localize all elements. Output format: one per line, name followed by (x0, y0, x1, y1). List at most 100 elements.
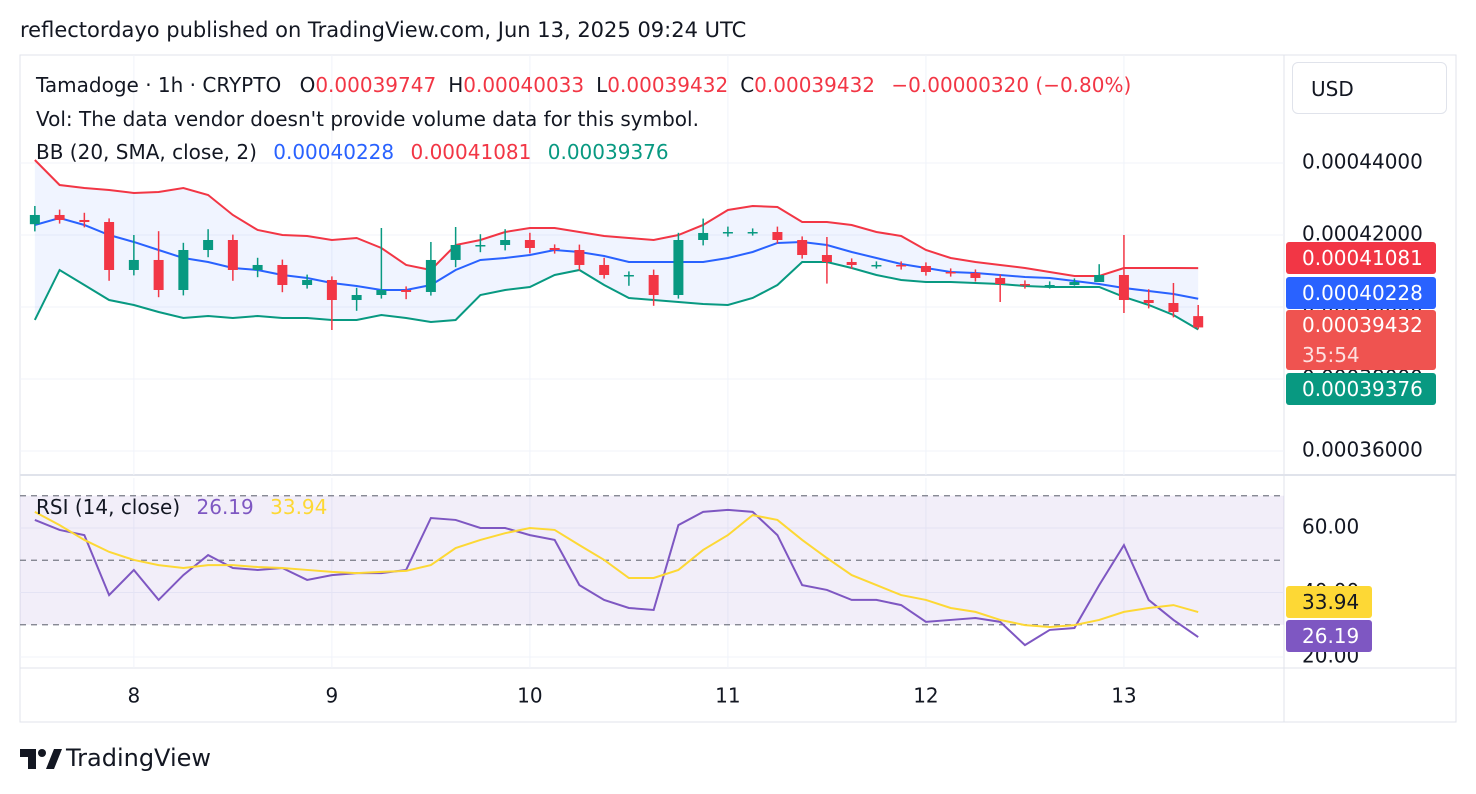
candle-body (1118, 274, 1129, 301)
volume-note: Vol: The data vendor doesn't provide vol… (36, 107, 699, 131)
candle-body (995, 277, 1006, 284)
series-line (34, 159, 1199, 277)
candle-body (401, 290, 412, 292)
candle-body (970, 273, 981, 278)
candle-body (1094, 274, 1105, 283)
candle-body (673, 239, 684, 296)
candle-body (1143, 300, 1154, 303)
candle-body (227, 239, 238, 270)
bb-basis-value: 0.00040228 (273, 140, 395, 164)
candle-body (128, 259, 139, 270)
candle-body (450, 245, 461, 260)
tradingview-logo (20, 749, 62, 769)
candle-body (302, 279, 313, 285)
rsi-badge: 26.19 (1286, 620, 1372, 652)
last-price-badge: 0.00039432 35:54 (1286, 310, 1436, 370)
candle-body (599, 264, 610, 275)
candle-body (500, 239, 511, 246)
ohlc-label: O (299, 73, 316, 97)
y-tick-label: 0.00044000 (1302, 149, 1423, 173)
candle-body (821, 255, 832, 262)
candle-body (698, 232, 709, 240)
y-tick-label: 0.00036000 (1302, 437, 1423, 461)
candle-body (376, 290, 387, 296)
candle-body (425, 259, 436, 292)
bb-lower-value: 0.00039376 (547, 140, 669, 164)
footer-brand: TradingView (65, 744, 211, 772)
candle-body (871, 264, 882, 267)
candle-body (29, 214, 40, 225)
rsi-ma-badge: 33.94 (1286, 586, 1372, 618)
price-pane: 0.000360000.000380000.000400000.00042000… (20, 55, 1423, 475)
x-tick-label: 11 (715, 684, 740, 708)
candle-body (722, 232, 733, 234)
last-price: 0.00039432 (1302, 313, 1423, 337)
symbol-title: Tamadoge · 1h · CRYPTO (36, 73, 282, 97)
y-tick-label: 0.00042000 (1302, 221, 1423, 245)
ohlc-label: L (596, 73, 608, 97)
publish-header: reflectordayo published on TradingView.c… (20, 18, 747, 42)
candle-body (1193, 316, 1204, 328)
candle-body (797, 239, 808, 256)
candle-body (104, 221, 115, 270)
candle-body (252, 264, 263, 270)
rsi-legend: RSI (14, close) 26.19 33.94 (36, 495, 327, 519)
currency-button[interactable]: USD (1292, 62, 1447, 114)
candle-body (747, 232, 758, 234)
candle-body (1069, 282, 1080, 285)
candle-body (1019, 283, 1030, 286)
candle-body (846, 261, 857, 265)
candle-body (54, 214, 65, 220)
candle-body (326, 279, 337, 301)
candle-body (549, 247, 560, 251)
bb-lower-badge: 0.00039376 (1286, 373, 1436, 405)
series-line (33, 260, 1199, 331)
candle-body (920, 265, 931, 273)
candle-body (475, 245, 486, 247)
candle-body (277, 264, 288, 285)
candle-body (945, 272, 956, 274)
x-tick-label: 8 (127, 684, 140, 708)
candle-body (574, 250, 585, 265)
candle-body (896, 264, 907, 267)
candle-body (623, 274, 634, 277)
bb-legend: BB (20, SMA, close, 2) 0.00040228 0.0004… (36, 140, 669, 164)
price-change: −0.00000320 (−0.80%) (891, 73, 1132, 97)
bb-title: BB (20, SMA, close, 2) (36, 140, 257, 164)
ohlc-label: C (740, 73, 755, 97)
symbol-legend: Tamadoge · 1h · CRYPTO O0.00039747 H0.000… (36, 73, 1131, 97)
candle-body (1044, 284, 1055, 287)
x-tick-label: 13 (1111, 684, 1136, 708)
ohlc-value: 0.00039747 (315, 73, 437, 97)
x-tick-label: 9 (326, 684, 339, 708)
candle-body (648, 274, 659, 296)
candle-body (351, 295, 362, 301)
rsi-title: RSI (14, close) (36, 495, 181, 519)
bb-basis-badge: 0.00040228 (1286, 277, 1436, 309)
rsi-ma-value: 33.94 (270, 495, 328, 519)
ohlc-value: 0.00039432 (607, 73, 729, 97)
x-tick-label: 10 (517, 684, 542, 708)
chart-frame (19, 54, 1457, 723)
candle-body (153, 259, 164, 291)
ohlc-value: 0.00040033 (463, 73, 585, 97)
bar-countdown: 35:54 (1302, 343, 1360, 367)
candle-body (203, 239, 214, 251)
bb-upper-badge: 0.00041081 (1286, 242, 1436, 274)
candle-body (79, 219, 90, 222)
ohlc-values: O0.00039747 H0.00040033 L0.00039432 C0.0003… (288, 73, 875, 97)
bb-band-fill (34, 160, 1199, 330)
candle-body (772, 232, 783, 240)
x-tick-label: 12 (913, 684, 938, 708)
candle-body (1168, 302, 1179, 312)
rsi-value: 26.19 (196, 495, 254, 519)
ohlc-label: H (448, 73, 464, 97)
candle-body (178, 250, 189, 291)
ohlc-value: 0.00039432 (754, 73, 876, 97)
series-line (34, 510, 1199, 629)
candle-body (524, 239, 535, 248)
y-tick-label: 60.00 (1302, 515, 1359, 539)
